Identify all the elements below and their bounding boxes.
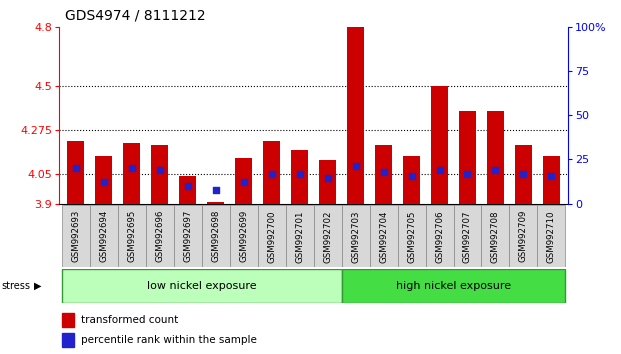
Text: GDS4974 / 8111212: GDS4974 / 8111212 (65, 9, 206, 23)
Bar (459, 111, 476, 204)
Bar (235, 158, 252, 204)
FancyBboxPatch shape (174, 205, 202, 267)
Bar (291, 150, 308, 204)
Point (435, 167, 445, 173)
Text: GSM992702: GSM992702 (323, 210, 332, 263)
FancyBboxPatch shape (342, 269, 565, 303)
Text: GSM992707: GSM992707 (463, 210, 472, 263)
FancyBboxPatch shape (481, 205, 509, 267)
Point (546, 173, 556, 179)
Point (294, 171, 304, 177)
Text: GSM992699: GSM992699 (239, 210, 248, 262)
FancyBboxPatch shape (90, 205, 118, 267)
FancyBboxPatch shape (509, 205, 537, 267)
Point (463, 171, 473, 177)
FancyBboxPatch shape (453, 205, 481, 267)
Bar (515, 144, 532, 204)
FancyBboxPatch shape (118, 205, 146, 267)
Bar (431, 86, 448, 204)
FancyBboxPatch shape (286, 205, 314, 267)
Bar (152, 144, 168, 204)
Text: GSM992698: GSM992698 (211, 210, 220, 262)
Text: GSM992710: GSM992710 (547, 210, 556, 263)
Text: GSM992693: GSM992693 (71, 210, 80, 262)
Bar (347, 27, 364, 204)
Text: transformed count: transformed count (81, 315, 178, 325)
Point (155, 167, 165, 173)
Bar (207, 201, 224, 204)
Text: percentile rank within the sample: percentile rank within the sample (81, 335, 257, 345)
FancyBboxPatch shape (369, 205, 397, 267)
FancyBboxPatch shape (342, 205, 369, 267)
Text: ▶: ▶ (34, 281, 42, 291)
Text: low nickel exposure: low nickel exposure (147, 281, 256, 291)
Text: high nickel exposure: high nickel exposure (396, 281, 511, 291)
Text: GSM992701: GSM992701 (295, 210, 304, 263)
Point (351, 163, 361, 169)
Bar (68, 141, 84, 204)
FancyBboxPatch shape (258, 205, 286, 267)
FancyBboxPatch shape (537, 205, 565, 267)
FancyBboxPatch shape (425, 205, 453, 267)
Bar (543, 156, 560, 204)
Bar (124, 143, 140, 204)
Point (127, 165, 137, 171)
Point (519, 171, 528, 177)
Bar (96, 156, 112, 204)
Bar (179, 176, 196, 204)
Point (491, 167, 501, 173)
Bar (62, 313, 75, 327)
Point (323, 175, 333, 181)
Bar (62, 333, 75, 347)
Text: GSM992700: GSM992700 (267, 210, 276, 263)
Point (379, 169, 389, 175)
Bar (319, 160, 336, 204)
FancyBboxPatch shape (202, 205, 230, 267)
Text: stress: stress (2, 281, 31, 291)
FancyBboxPatch shape (230, 205, 258, 267)
Text: GSM992709: GSM992709 (519, 210, 528, 262)
Point (211, 187, 220, 193)
Text: GSM992705: GSM992705 (407, 210, 416, 263)
Text: GSM992694: GSM992694 (99, 210, 108, 262)
Point (71, 165, 81, 171)
Point (266, 171, 276, 177)
Text: GSM992697: GSM992697 (183, 210, 192, 262)
Point (407, 173, 417, 179)
Point (238, 179, 248, 185)
Text: GSM992695: GSM992695 (127, 210, 136, 262)
Text: GSM992706: GSM992706 (435, 210, 444, 263)
FancyBboxPatch shape (62, 269, 342, 303)
Text: GSM992704: GSM992704 (379, 210, 388, 263)
Bar (375, 144, 392, 204)
Bar (403, 156, 420, 204)
Text: GSM992708: GSM992708 (491, 210, 500, 263)
Text: GSM992703: GSM992703 (351, 210, 360, 263)
FancyBboxPatch shape (62, 205, 90, 267)
FancyBboxPatch shape (146, 205, 174, 267)
Bar (263, 141, 280, 204)
Point (99, 179, 109, 185)
Text: GSM992696: GSM992696 (155, 210, 164, 262)
FancyBboxPatch shape (397, 205, 425, 267)
Point (183, 183, 193, 189)
FancyBboxPatch shape (314, 205, 342, 267)
Bar (487, 111, 504, 204)
